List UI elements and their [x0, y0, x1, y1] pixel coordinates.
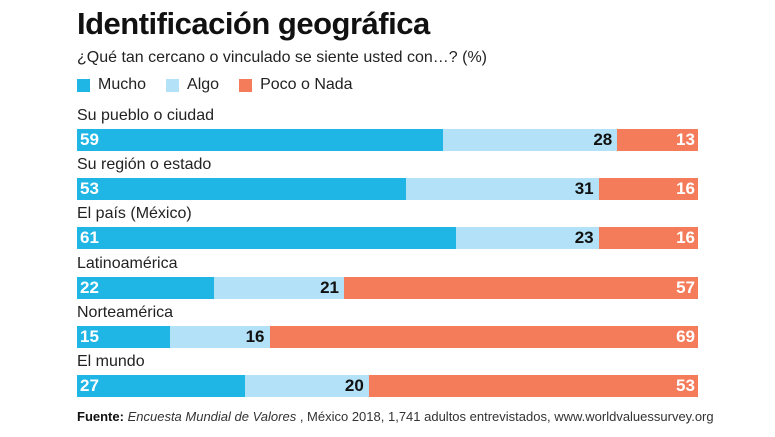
legend-label-algo: Algo	[187, 76, 220, 93]
bar-segment-poco: 13	[617, 129, 698, 151]
bar-segment-mucho: 61	[77, 227, 456, 250]
data-label: 21	[320, 277, 340, 297]
data-label: 16	[676, 179, 695, 199]
source-prefix: Fuente:	[77, 409, 124, 424]
bar-segment-mucho: 27	[77, 375, 245, 397]
data-label: 16	[245, 326, 265, 346]
bar-segment-algo: 20	[244, 375, 369, 397]
data-label: 57	[676, 277, 695, 297]
source-note: Fuente: Encuesta Mundial de Valores , Mé…	[77, 409, 714, 424]
bar-row: 15 16 69	[77, 325, 698, 348]
bar-segment-mucho: 53	[77, 178, 407, 201]
chart-title: Identificación geográfica	[77, 6, 430, 41]
bar-segment-algo: 21	[213, 276, 345, 299]
legend-item-poco: Poco o Nada	[239, 76, 353, 94]
bar-row: 59 28 13	[77, 129, 698, 151]
legend-swatch-poco	[239, 78, 253, 92]
data-label: 23	[574, 228, 594, 248]
source-name: Encuesta Mundial de Valores	[127, 409, 297, 424]
category-label: Su pueblo o ciudad	[77, 107, 214, 124]
data-label: 27	[80, 376, 99, 395]
data-label: 31	[574, 179, 594, 199]
bar-segment-poco: 69	[269, 325, 698, 348]
data-label: 15	[80, 326, 99, 346]
bar-segment-mucho: 22	[77, 276, 214, 299]
bar-segment-mucho: 15	[77, 325, 171, 348]
bar-segment-poco: 53	[368, 375, 698, 397]
bar-segment-algo: 23	[455, 227, 599, 250]
bar-segment-poco: 16	[598, 227, 698, 250]
category-label: Norteamérica	[77, 303, 174, 321]
legend: Mucho Algo Poco o Nada	[77, 76, 373, 94]
data-label: 53	[80, 179, 99, 199]
bar-segment-algo: 31	[406, 178, 599, 201]
source-details: , México 2018, 1,741 adultos entrevistad…	[296, 409, 714, 424]
legend-swatch-algo	[166, 78, 180, 92]
bar-segment-mucho: 59	[77, 129, 444, 151]
category-label: Su región o estado	[77, 156, 212, 174]
data-label: 16	[676, 228, 695, 248]
bar-row: 53 31 16	[77, 178, 698, 201]
bar-segment-algo: 16	[170, 325, 270, 348]
bar-segment-poco: 16	[598, 178, 698, 201]
data-label: 13	[676, 130, 695, 149]
legend-label-mucho: Mucho	[98, 76, 147, 93]
category-label: El mundo	[77, 353, 145, 370]
data-label: 20	[344, 376, 364, 395]
bar-segment-algo: 28	[443, 129, 618, 151]
chart-subtitle: ¿Qué tan cercano o vinculado se siente u…	[77, 49, 487, 66]
legend-item-mucho: Mucho	[77, 76, 146, 94]
data-label: 28	[593, 130, 613, 149]
category-label: Latinoamérica	[77, 254, 178, 272]
bar-row: 22 21 57	[77, 276, 698, 299]
data-label: 59	[80, 130, 99, 149]
bar-row: 27 20 53	[77, 375, 698, 397]
data-label: 53	[676, 376, 695, 395]
data-label: 61	[80, 228, 99, 248]
legend-item-algo: Algo	[166, 76, 219, 94]
data-label: 22	[80, 277, 99, 297]
bar-row: 61 23 16	[77, 227, 698, 250]
data-label: 69	[676, 326, 695, 346]
category-label: El país (México)	[77, 205, 192, 223]
bar-segment-poco: 57	[344, 276, 698, 299]
legend-label-poco: Poco o Nada	[260, 76, 353, 93]
legend-swatch-mucho	[77, 78, 90, 92]
